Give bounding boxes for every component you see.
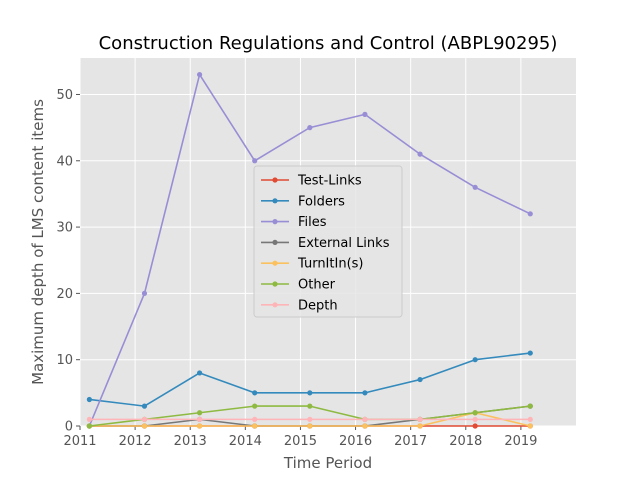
- y-tick-label: 10: [56, 353, 73, 368]
- data-point: [196, 71, 203, 78]
- data-point: [141, 416, 148, 422]
- legend-item: Folders: [261, 194, 345, 209]
- data-point: [141, 290, 148, 296]
- legend-item: TurnItIn(s): [261, 257, 363, 272]
- data-point: [362, 390, 368, 396]
- data-point: [307, 403, 313, 409]
- data-point: [527, 416, 533, 422]
- x-tick-label: 2015: [284, 434, 317, 449]
- legend-label: TurnItIn(s): [297, 257, 363, 272]
- data-point: [417, 416, 423, 422]
- legend-swatch-marker: [272, 177, 278, 183]
- x-tick-label: 2019: [504, 434, 537, 449]
- data-point: [417, 376, 423, 383]
- data-point: [362, 111, 368, 117]
- data-point: [252, 390, 258, 396]
- data-point: [196, 423, 203, 429]
- data-point: [196, 410, 203, 416]
- legend-swatch-marker: [272, 198, 278, 204]
- data-point: [472, 184, 478, 190]
- y-axis-ticks: 0 10 20 30 40 50: [56, 88, 80, 435]
- x-tick-label: 2013: [174, 434, 207, 449]
- data-point: [472, 423, 478, 429]
- legend-swatch-marker: [272, 302, 278, 308]
- data-point: [252, 416, 258, 422]
- legend-item: Other: [261, 278, 336, 293]
- data-point: [527, 403, 533, 409]
- series-folders: [86, 350, 533, 409]
- legend-item: Depth: [261, 298, 338, 313]
- legend-swatch-marker: [272, 219, 278, 225]
- legend: Test-Links Folders Files External Links Turn…: [253, 165, 403, 318]
- data-point: [417, 151, 423, 157]
- x-tick-label: 2018: [449, 434, 482, 449]
- data-point: [141, 403, 148, 409]
- data-point: [527, 211, 533, 217]
- x-tick-label: 2017: [394, 434, 427, 449]
- series-files: [86, 71, 533, 429]
- data-point: [362, 423, 368, 429]
- data-point: [252, 158, 258, 164]
- data-point: [307, 125, 313, 131]
- legend-item: Test-Links: [261, 174, 362, 189]
- data-point: [472, 416, 478, 422]
- legend-box: [253, 165, 403, 318]
- data-point: [527, 350, 533, 356]
- data-point: [86, 396, 92, 403]
- data-point: [141, 423, 148, 429]
- data-point: [86, 423, 92, 429]
- legend-label: Files: [298, 215, 327, 230]
- x-tick-label: 2016: [339, 434, 372, 449]
- data-point: [362, 416, 368, 422]
- legend-swatch-marker: [272, 239, 278, 245]
- data-point: [196, 370, 203, 376]
- x-tick-label: 2014: [229, 434, 262, 449]
- x-tick-label: 2011: [63, 434, 96, 449]
- data-point: [527, 423, 533, 429]
- data-point: [307, 416, 313, 422]
- legend-swatch-marker: [272, 281, 278, 287]
- data-point: [472, 357, 478, 363]
- legend-item: Files: [261, 215, 327, 230]
- y-tick-label: 30: [56, 221, 73, 236]
- legend-label: Depth: [298, 298, 338, 313]
- x-axis-ticks: 2011 2012 2013 2014 2015 2016 2017 2018 2019: [63, 426, 537, 449]
- x-axis-label: Time Period: [283, 454, 372, 472]
- y-tick-label: 50: [56, 88, 73, 103]
- legend-label: Folders: [298, 194, 345, 209]
- data-point: [307, 423, 313, 429]
- legend-item: External Links: [261, 236, 390, 251]
- data-point: [417, 423, 423, 429]
- x-tick-label: 2012: [119, 434, 152, 449]
- y-tick-label: 0: [65, 420, 73, 435]
- data-point: [196, 416, 203, 422]
- data-point: [472, 410, 478, 416]
- legend-label: External Links: [298, 236, 390, 251]
- y-tick-label: 40: [56, 154, 73, 169]
- legend-label: Test-Links: [297, 174, 362, 189]
- y-axis-label: Maximum depth of LMS content items: [29, 99, 47, 385]
- chart-title: Construction Regulations and Control (AB…: [99, 33, 558, 54]
- legend-swatch-marker: [272, 260, 278, 266]
- data-point: [307, 390, 313, 396]
- data-point: [86, 416, 92, 422]
- series-lines: [86, 71, 533, 429]
- y-tick-label: 20: [56, 287, 73, 302]
- data-point: [252, 423, 258, 429]
- series-depth: [86, 416, 533, 422]
- data-point: [252, 403, 258, 409]
- legend-label: Other: [298, 278, 336, 293]
